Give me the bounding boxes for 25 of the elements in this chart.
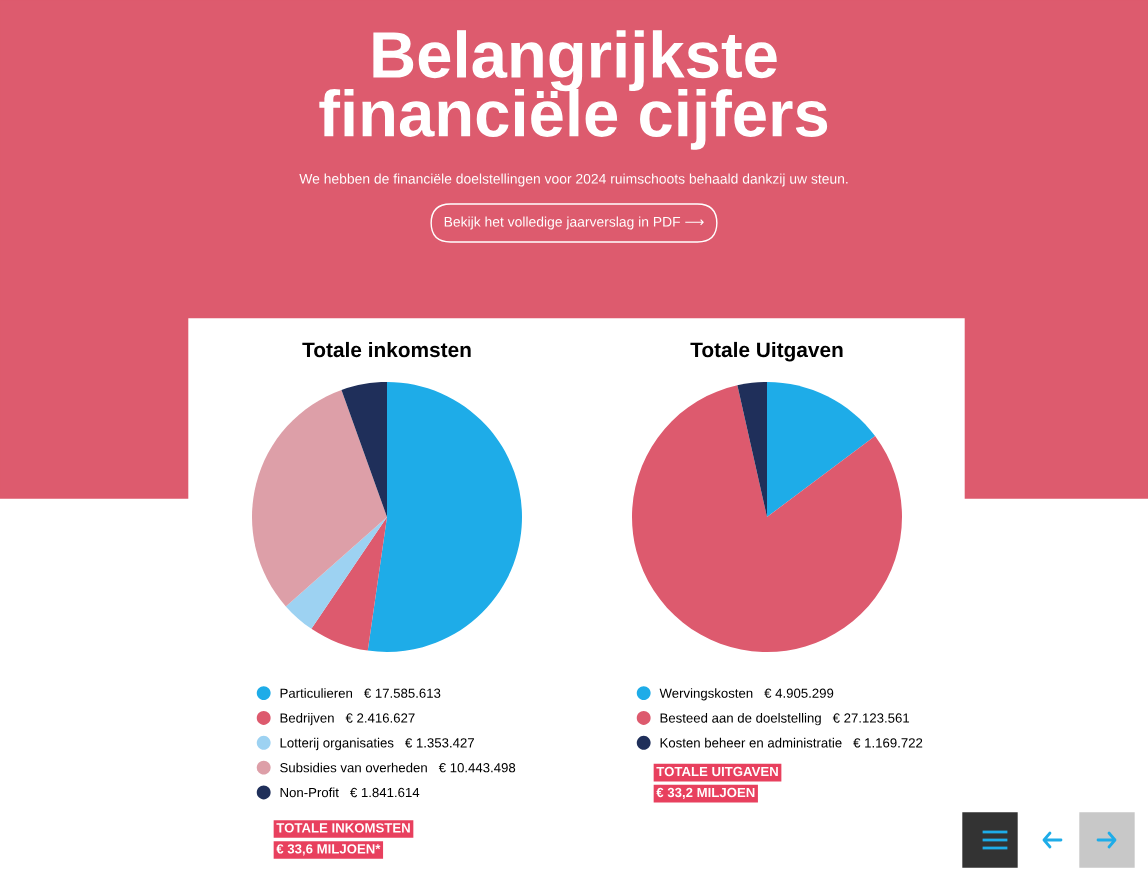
text: TOTALE INKOMSTEN [276,823,410,833]
legend-label: Kosten beheer en administratie € 1.169.722 [660,737,923,748]
legend-label: Particulieren € 17.585.613 [280,688,441,698]
chart-title: Totale inkomsten [302,341,471,358]
legend-label: Bedrijven € 2.416.627 [280,713,415,726]
legend-label: Non-Profit € 1.841.614 [280,787,420,798]
pie-slice [367,382,522,652]
text: Bekijk het volledige jaarverslag in PDF ⟶ [444,216,704,230]
legend-label: Subsidies van overheden € 10.443.498 [280,762,516,773]
text: € 33,2 MILJOEN [656,787,755,800]
pie-slice [252,389,387,607]
pie-slice [632,385,902,652]
pie-slice [737,382,767,517]
text: € 33,6 MILJOEN* [276,844,381,856]
pie-slice [341,382,387,517]
legend-label: Lotterij organisaties € 1.353.427 [280,737,474,751]
legend-label: Wervingskosten € 4.905.299 [659,688,834,701]
pie-slice [311,517,387,651]
pie-slice [285,517,387,629]
text: We hebben de financiële doelstellingen voor 2024 ruimschoots behaald dankzij uw steun. [299,173,848,187]
legend-label: Besteed aan de doelstelling € 27.123.561 [660,713,910,726]
chart-title: Totale Uitgaven [690,341,843,362]
text: TOTALE UITGAVEN [656,766,778,777]
pie-slice [767,382,876,517]
text: Belangrijkste financiële cijfers [319,30,828,150]
